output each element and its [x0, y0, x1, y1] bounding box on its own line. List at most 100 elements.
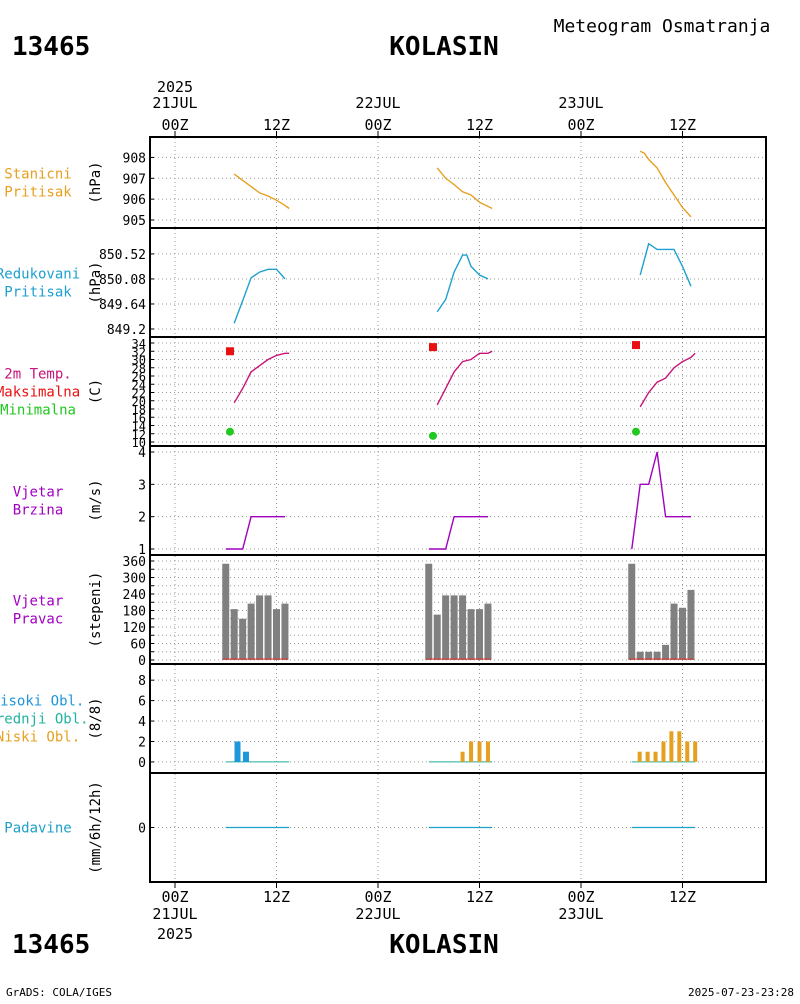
- time-label: 12Z: [466, 888, 493, 906]
- station-id: 13465: [12, 32, 90, 62]
- credit: GrADS: COLA/IGES: [6, 986, 112, 999]
- panel-label: Maksimalna: [0, 385, 80, 401]
- direction-bar: [653, 651, 661, 660]
- direction-bar: [425, 563, 433, 660]
- direction-bar: [230, 609, 238, 660]
- panel-label: Niski Obl.: [0, 730, 80, 746]
- cloud-high-bar: [234, 741, 241, 762]
- y-tick-label: 0: [138, 654, 146, 669]
- panel-label: Padavine: [4, 821, 71, 837]
- y-tick-label: 6: [138, 695, 146, 710]
- series-line-redukovani: [233, 268, 286, 324]
- time-label: 2025: [157, 925, 193, 943]
- y-tick-label: 14: [132, 420, 146, 434]
- panel-label: Vjetar: [13, 485, 64, 501]
- direction-bar: [239, 618, 247, 660]
- series-line-redukovani: [436, 254, 489, 313]
- cloud-low-bar: [669, 731, 674, 762]
- cloud-low-bar: [653, 751, 658, 762]
- unit-label: (stepeni): [88, 572, 104, 648]
- cloud-low-bar: [637, 751, 642, 762]
- panel-label: Brzina: [13, 503, 64, 519]
- time-label: 23JUL: [558, 94, 603, 112]
- y-tick-label: 18: [132, 403, 146, 417]
- y-tick-label: 850.52: [99, 248, 146, 263]
- time-label: 12Z: [263, 116, 290, 134]
- direction-bar: [450, 595, 458, 660]
- y-tick-label: 4: [138, 446, 146, 461]
- y-tick-label: 12: [132, 428, 146, 442]
- time-label: 00Z: [364, 116, 391, 134]
- unit-label: (hPa): [88, 161, 104, 203]
- time-label: 00Z: [161, 888, 188, 906]
- y-tick-label: 28: [132, 362, 146, 376]
- y-tick-label: 60: [130, 638, 146, 653]
- y-tick-label: 0: [138, 822, 146, 837]
- time-label: 23JUL: [558, 905, 603, 923]
- y-tick-label: 3: [138, 478, 146, 493]
- panel-label: Visoki Obl.: [0, 694, 84, 710]
- unit-label: (8/8): [88, 697, 104, 739]
- y-tick-label: 240: [123, 588, 146, 603]
- panel-precipitation: 0 (mm/6h/12h) Padavine: [4, 772, 767, 883]
- y-tick-label: 120: [123, 621, 146, 636]
- panel-frame: [149, 336, 767, 447]
- y-tick-label: 24: [132, 378, 146, 392]
- y-tick-label: 34: [132, 337, 146, 351]
- direction-bar: [484, 603, 492, 660]
- direction-bar: [670, 603, 678, 660]
- cloud-low-bar: [469, 741, 474, 762]
- y-tick-label: 360: [123, 555, 146, 570]
- panel-label: Pravac: [13, 612, 64, 628]
- cloud-low-bar: [485, 741, 490, 762]
- y-tick-label: 20: [132, 395, 146, 409]
- time-label: 12Z: [263, 888, 290, 906]
- panel-label: Pritisak: [4, 285, 72, 301]
- y-tick-label: 30: [132, 354, 146, 368]
- y-tick-label: 32: [132, 345, 146, 359]
- y-tick-label: 2: [138, 511, 146, 526]
- panel-label: Pritisak: [4, 185, 72, 201]
- min-temp-marker: [428, 431, 437, 440]
- cloud-low-bar: [645, 751, 650, 762]
- generated-timestamp: 2025-07-23-23:28: [688, 986, 794, 999]
- direction-bar: [247, 603, 255, 660]
- unit-label: (C): [88, 379, 104, 404]
- time-label: 22JUL: [355, 94, 400, 112]
- y-tick-label: 22: [132, 387, 146, 401]
- cloud-low-bar: [661, 741, 666, 762]
- station-name: KOLASIN: [389, 32, 499, 62]
- time-label: 21JUL: [152, 905, 197, 923]
- max-temp-marker: [428, 343, 437, 352]
- series-line-redukovani: [639, 242, 692, 287]
- direction-bar: [628, 563, 636, 660]
- direction-bar: [273, 609, 280, 660]
- panel-label: Srednji Obl.: [0, 712, 89, 728]
- y-tick-label: 16: [132, 411, 146, 425]
- max-temp-marker: [225, 347, 234, 356]
- footer-station-id: 13465: [12, 930, 90, 960]
- y-tick-label: 300: [123, 572, 146, 587]
- time-label: 00Z: [364, 888, 391, 906]
- series-line-2m-temp: [639, 352, 696, 408]
- panel-label: Redukovani: [0, 267, 80, 283]
- unit-label: (m/s): [88, 479, 104, 521]
- series-line-brzina: [225, 516, 285, 550]
- time-label: 00Z: [567, 888, 594, 906]
- cloud-low-bar: [477, 741, 482, 762]
- y-tick-label: 4: [138, 715, 146, 730]
- time-label: 00Z: [567, 116, 594, 134]
- panel-frame: [149, 445, 767, 556]
- meteogram-subtitle: Meteogram Osmatranja: [554, 16, 771, 37]
- cloud-low-bar: [460, 751, 465, 762]
- series-line-pritisak: [436, 167, 493, 210]
- panel-frame: [149, 136, 767, 229]
- y-tick-label: 1: [138, 543, 146, 558]
- panel-label: Vjetar: [13, 594, 64, 610]
- series-line-brzina: [428, 516, 488, 550]
